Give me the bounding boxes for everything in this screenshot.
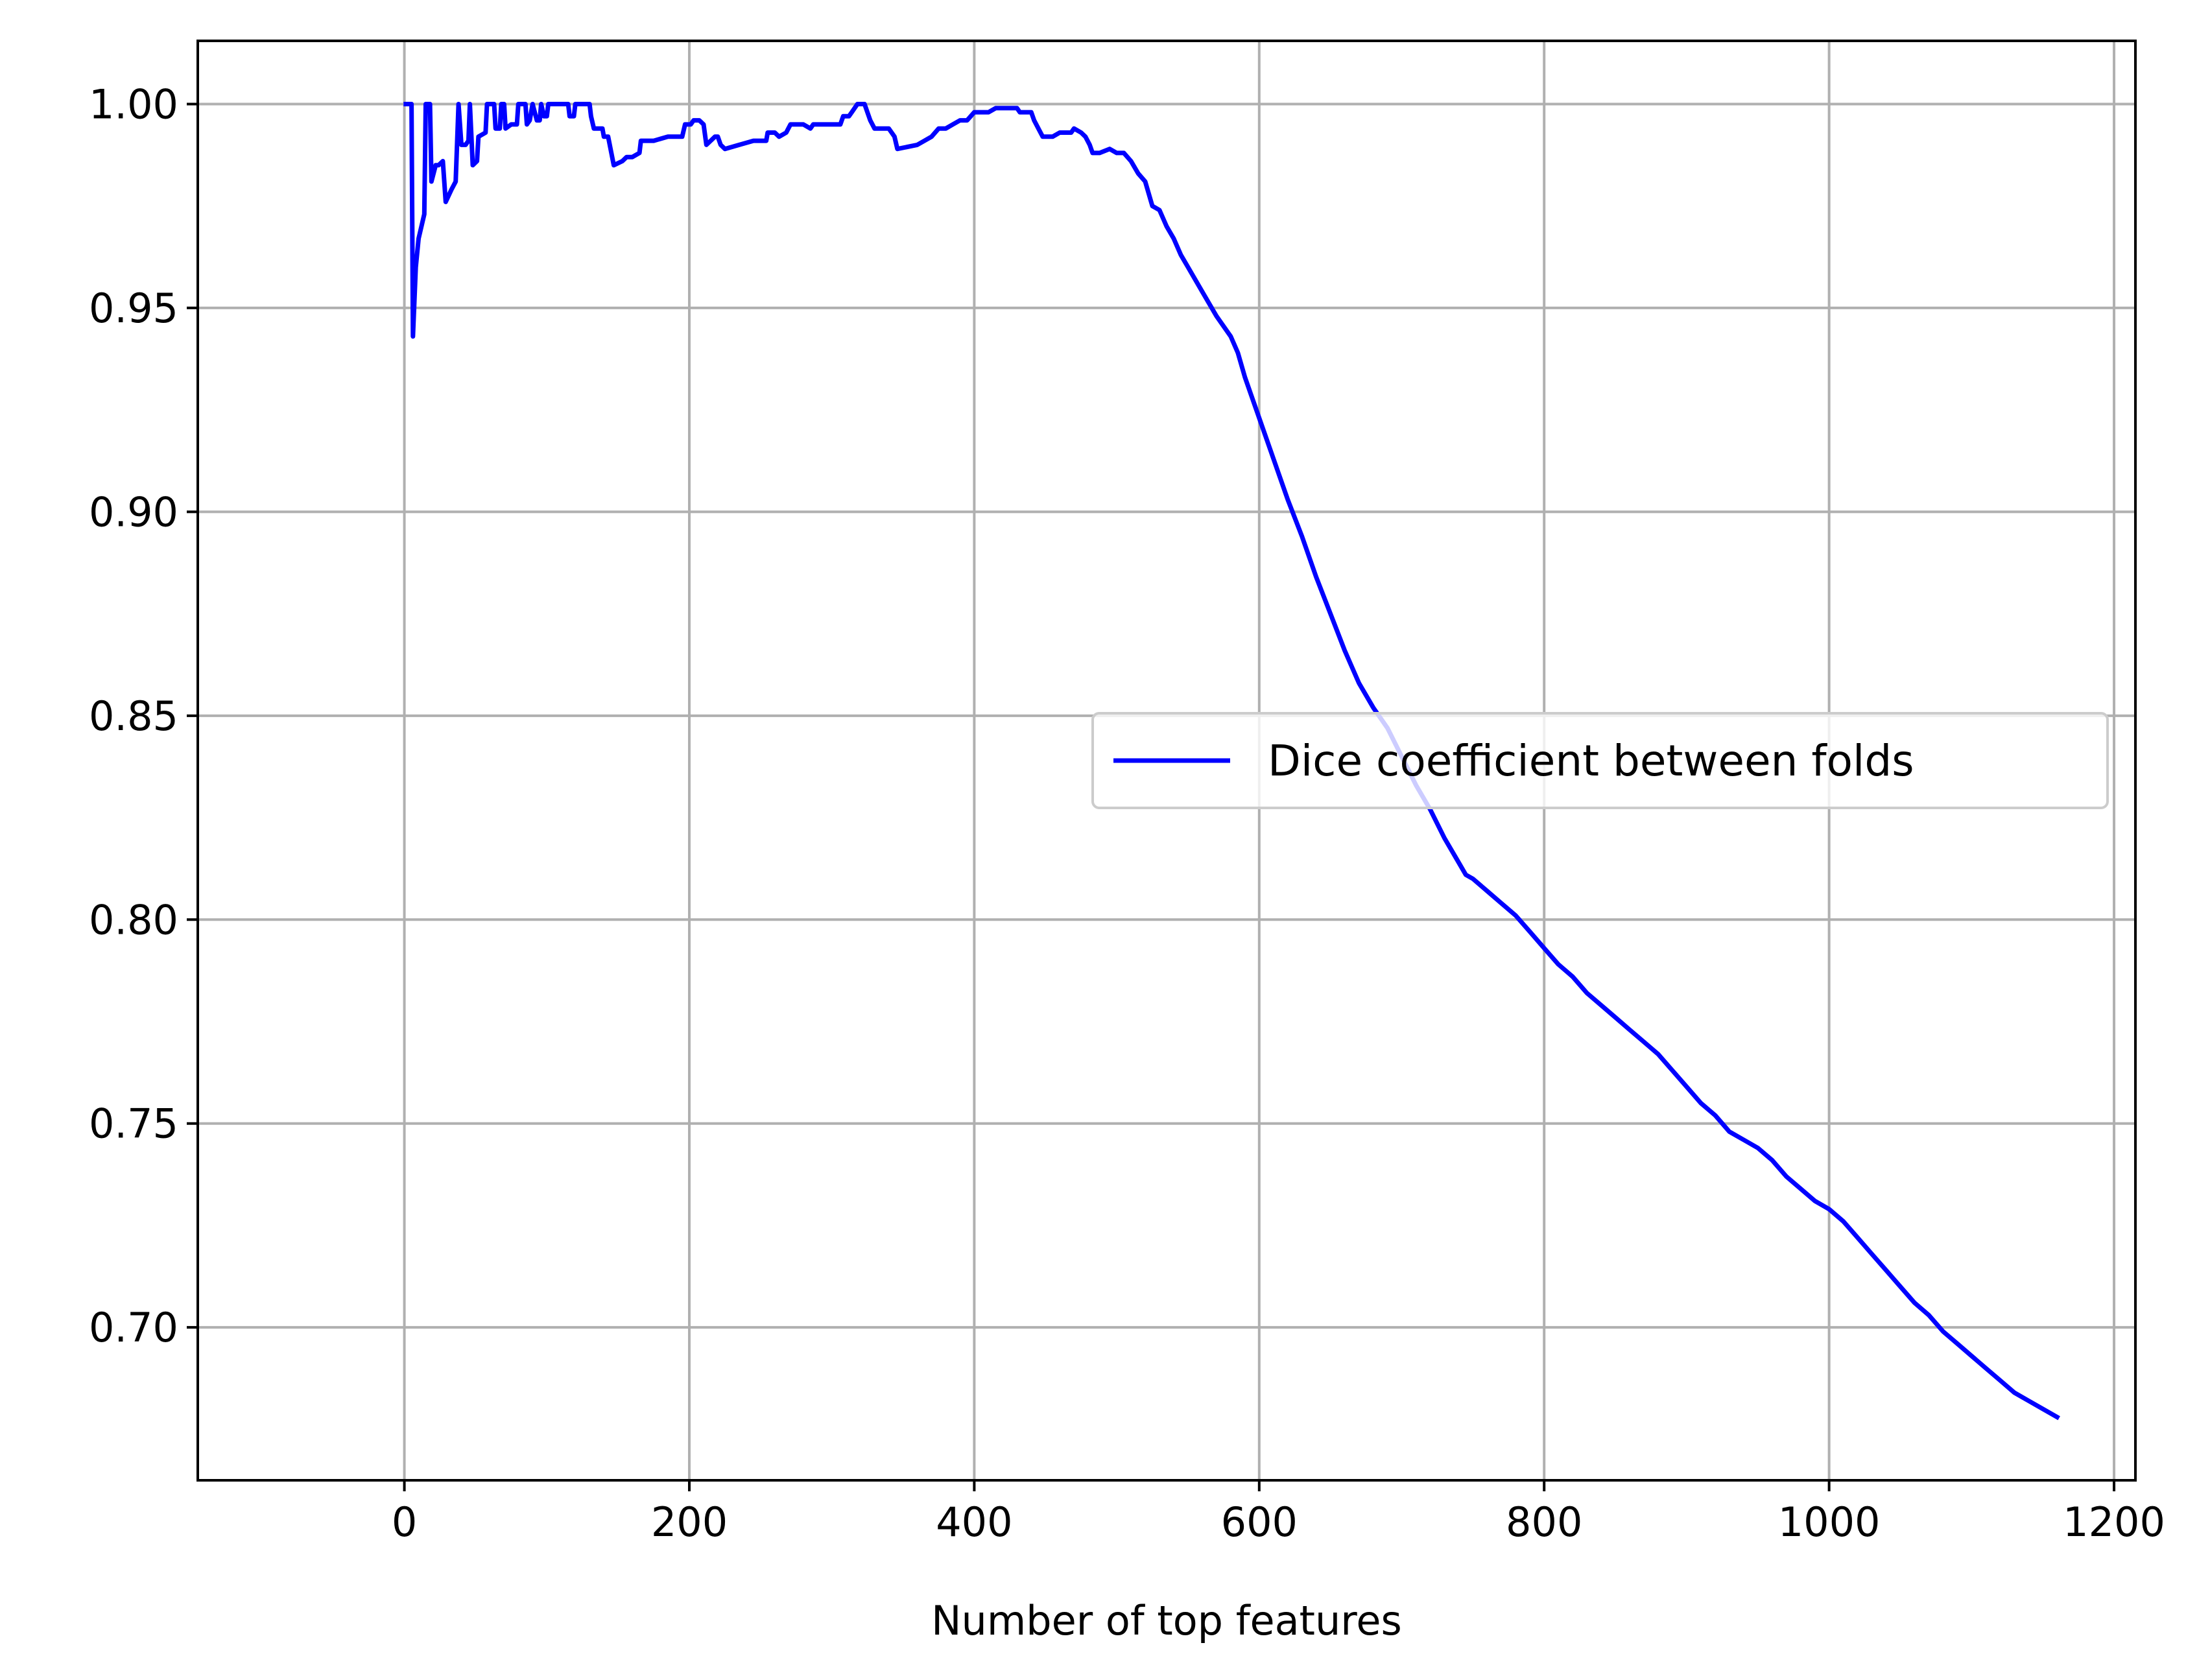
y-tick-label: 0.90 [89, 488, 178, 536]
series-layer [403, 102, 2060, 1421]
series-line [403, 102, 2060, 1421]
x-tick-label: 600 [1221, 1498, 1298, 1546]
y-tick-label: 0.85 [89, 692, 178, 740]
y-tick-label: 0.70 [89, 1304, 178, 1351]
legend-label: Dice coefficient between folds [1268, 736, 1914, 786]
x-axis-ticks: 0 200 400 600 800 1000 1200 [392, 1480, 2165, 1546]
x-tick-label: 1200 [2063, 1498, 2165, 1546]
legend: Dice coefficient between folds [1091, 712, 2109, 809]
y-tick-label: 0.80 [89, 896, 178, 943]
legend-box [1091, 712, 2109, 809]
x-axis-label: Number of top features [931, 1597, 1402, 1644]
y-axis-ticks: 0.70 0.75 0.80 0.85 0.90 0.95 1.00 [89, 80, 198, 1351]
x-tick-label: 1000 [1778, 1498, 1881, 1546]
x-tick-label: 0 [392, 1498, 417, 1546]
y-tick-label: 0.75 [89, 1100, 178, 1148]
x-tick-label: 200 [651, 1498, 728, 1546]
y-tick-label: 1.00 [89, 80, 178, 128]
x-tick-label: 800 [1506, 1498, 1582, 1546]
plot-frame [196, 40, 2137, 1482]
y-tick-label: 0.95 [89, 285, 178, 332]
x-tick-label: 400 [936, 1498, 1012, 1546]
